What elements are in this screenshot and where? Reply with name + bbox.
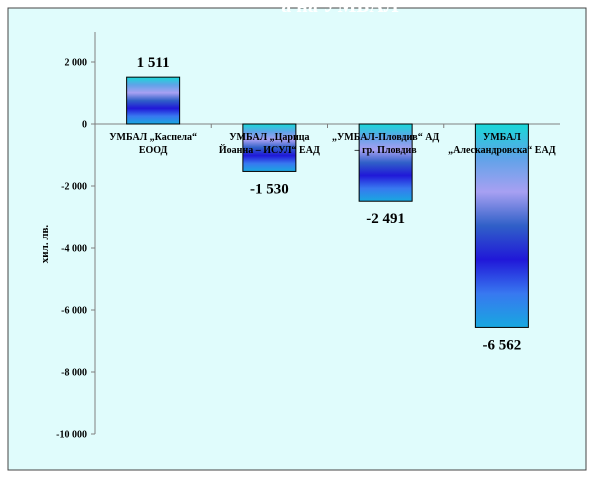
data-label: -1 530 xyxy=(250,181,289,197)
category-label: УМБАЛ „Каспела“ ЕООД xyxy=(109,132,197,156)
category-label: „УМБАЛ-Пловдив“ АД – гр. Пловдив xyxy=(332,132,439,156)
data-label: -2 491 xyxy=(366,211,405,227)
y-axis: 2 000 0 -2 000 -4 000 -6 000 -8 000 -10 000 xyxy=(56,32,96,441)
bar xyxy=(242,123,297,172)
bars xyxy=(126,76,529,328)
data-labels: 1 511 -1 530 -2 491 -6 562 xyxy=(137,55,522,353)
category-labels: УМБАЛ „Каспела“ ЕООД УМБАЛ „Царица Йоанна –… xyxy=(109,132,555,156)
y-tick-label: -8 000 xyxy=(61,368,87,379)
data-label: -6 562 xyxy=(483,337,522,353)
bar xyxy=(126,76,181,125)
y-tick-label: -4 000 xyxy=(61,244,87,255)
category-label: УМБАЛ „Алескандровска“ ЕАД xyxy=(448,132,556,156)
y-tick-label: -10 000 xyxy=(56,430,87,441)
y-axis-label: хил. лв. xyxy=(39,225,51,264)
bar xyxy=(358,123,413,202)
y-tick-label: 2 000 xyxy=(65,58,88,69)
y-tick-label: -6 000 xyxy=(61,306,87,317)
data-label: 1 511 xyxy=(137,55,170,71)
bar xyxy=(474,123,529,328)
chart-title: а на УМБАЛ xyxy=(281,0,398,17)
y-tick-label: -2 000 xyxy=(61,182,87,193)
category-label: УМБАЛ „Царица Йоанна – ИСУЛ“ ЕАД xyxy=(219,132,320,156)
y-tick-label: 0 xyxy=(82,120,87,131)
